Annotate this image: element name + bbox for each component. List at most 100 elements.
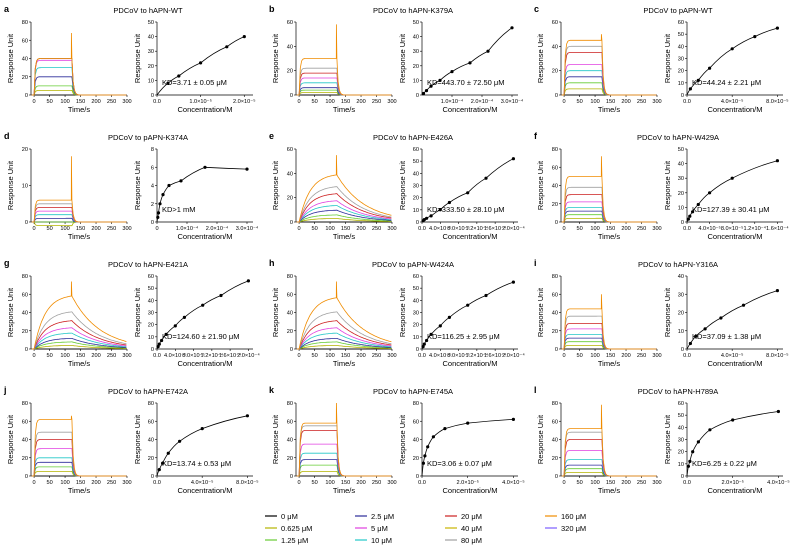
- sensorgram-curve: [296, 464, 392, 477]
- data-point: [486, 49, 490, 53]
- data-point: [696, 440, 701, 444]
- y-axis-label: Response Unit: [271, 287, 280, 337]
- y-tick-label: 0: [290, 347, 293, 353]
- affinity-plot: 0 10 20 30 40 50 60 0.0 4.0×10⁻⁵8.0×10⁻⁵1.2×10⁻⁴…: [398, 274, 525, 368]
- y-tick-label: 0: [555, 474, 558, 480]
- y-axis-label: Response Unit: [663, 33, 672, 83]
- x-tick-label: 250: [637, 353, 646, 359]
- kd-value: KD=3.06 ± 0.07 μM: [427, 459, 492, 468]
- y-tick-label: 10: [148, 335, 154, 341]
- affinity-plot: 0 20 40 60 80 0.0 4.0×10⁻⁵ 8.0×10⁻⁵ Concentratio…: [133, 401, 259, 495]
- panel-title: PDCoV to hAPN-W429A: [637, 133, 719, 142]
- sensorgram-curve: [296, 459, 392, 477]
- x-tick-label: 4.0×10⁻⁵: [429, 352, 452, 359]
- sensorgram-curve: [31, 461, 127, 477]
- x-tick-label: 8.0×10⁻⁵: [447, 352, 470, 359]
- data-point: [429, 332, 433, 336]
- x-tick-label: 50: [311, 226, 317, 232]
- y-tick-label: 0: [555, 220, 558, 226]
- y-tick-label: 20: [413, 196, 419, 202]
- y-tick-label: 0: [290, 220, 293, 226]
- legend-item: 0 μM: [265, 512, 298, 521]
- x-tick-label: 100: [590, 99, 599, 105]
- data-point: [431, 435, 435, 439]
- y-tick-label: 60: [552, 20, 558, 26]
- legend-label: 1.25 μM: [281, 536, 308, 545]
- x-tick-label: 200: [356, 226, 365, 232]
- data-point: [178, 439, 182, 443]
- data-point: [511, 157, 515, 161]
- y-axis-label: Response Unit: [663, 287, 672, 337]
- legend-label: 0.625 μM: [281, 524, 312, 533]
- x-tick-label: 300: [122, 226, 131, 232]
- sensorgram-curve: [561, 459, 657, 477]
- y-tick-label: 6: [151, 165, 154, 171]
- sensorgram-curve: [296, 471, 392, 477]
- data-point: [719, 316, 723, 320]
- data-point: [688, 87, 693, 91]
- data-point: [775, 289, 780, 293]
- y-tick-label: 30: [678, 176, 684, 182]
- panel-title: PDCoV to hAPN-K379A: [373, 6, 453, 15]
- y-tick-label: 80: [22, 20, 28, 26]
- y-tick-label: 50: [678, 147, 684, 153]
- sensorgram-curve: [31, 345, 127, 350]
- sensorgram-curve: [561, 210, 657, 223]
- x-tick-label: 4.0×10⁻⁵: [191, 479, 214, 486]
- sensorgram-curve: [561, 328, 657, 350]
- y-tick-label: 80: [552, 274, 558, 280]
- x-tick-label: 100: [325, 480, 334, 486]
- y-tick-label: 20: [552, 69, 558, 75]
- x-tick-label: 0.0: [683, 226, 691, 232]
- sensorgram: 0 20 40 60 80 0 50 100 150 200 250 300 Time/s Respons…: [271, 401, 397, 495]
- data-point: [468, 61, 472, 65]
- sensorgram-curve: [31, 320, 127, 350]
- sensorgram-curve: [296, 155, 392, 223]
- sensorgram-curve: [561, 88, 657, 96]
- data-point: [200, 427, 204, 431]
- x-tick-label: 100: [590, 353, 599, 359]
- y-tick-label: 60: [287, 419, 293, 425]
- y-axis-label: Response Unit: [133, 160, 142, 210]
- kd-value: KD=37.09 ± 1.38 μM: [692, 332, 761, 341]
- y-tick-label: 20: [287, 196, 293, 202]
- x-tick-label: 150: [606, 99, 615, 105]
- x-tick-label: 50: [311, 480, 317, 486]
- y-tick-label: 20: [552, 456, 558, 462]
- x-axis-label: Concentration/M: [177, 232, 232, 241]
- panel-letter: c: [534, 4, 539, 14]
- sensorgram-curve: [31, 327, 127, 350]
- data-point: [688, 214, 692, 218]
- data-point: [426, 445, 430, 449]
- x-axis-label: Time/s: [598, 105, 620, 114]
- x-tick-label: 100: [325, 226, 334, 232]
- sensorgram-curve: [296, 205, 392, 223]
- x-tick-label: 0: [33, 226, 36, 232]
- sensorgram-curve: [31, 415, 127, 477]
- sensorgram-curve: [296, 200, 392, 223]
- data-point: [775, 159, 780, 163]
- panel-title: PDCoV to pAPN-WT: [643, 6, 713, 15]
- sensorgram-curve: [296, 67, 392, 96]
- y-tick-label: 8: [151, 147, 154, 153]
- y-tick-label: 0: [555, 347, 558, 353]
- affinity-plot: 0 10 20 30 40 50 60 0.0 4.0×10⁻⁵8.0×10⁻⁵1.2×10⁻⁴…: [133, 274, 260, 368]
- y-tick-label: 2: [151, 202, 154, 208]
- data-point: [694, 334, 698, 338]
- y-axis-label: Response Unit: [663, 160, 672, 210]
- y-axis-label: Response Unit: [271, 160, 280, 210]
- sensorgram-curve: [296, 72, 392, 96]
- y-tick-label: 40: [678, 274, 684, 280]
- x-tick-label: 4.0×10⁻⁵: [429, 225, 452, 232]
- legend-item: 0.625 μM: [265, 524, 312, 533]
- x-tick-label: 50: [576, 480, 582, 486]
- x-axis-label: Concentration/M: [707, 232, 762, 241]
- data-point: [156, 345, 160, 349]
- y-tick-label: 80: [552, 401, 558, 407]
- y-tick-label: 4: [151, 184, 154, 190]
- y-tick-label: 20: [678, 311, 684, 317]
- data-point: [438, 324, 442, 328]
- x-tick-label: 0: [563, 353, 566, 359]
- y-tick-label: 30: [413, 184, 419, 190]
